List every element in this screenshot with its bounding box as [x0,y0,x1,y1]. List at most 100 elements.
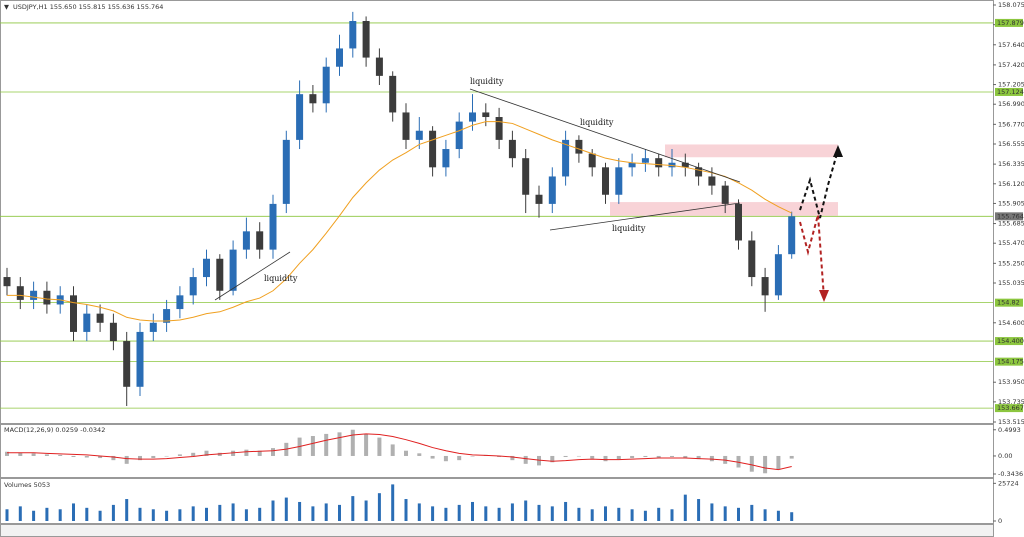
supply-zone [665,144,838,158]
volume-bar [191,506,195,521]
y-tick-label: 155.905 [998,199,1024,207]
macd-bar [590,455,595,459]
level-label-bg [995,18,1023,27]
volume-bar [737,507,740,521]
macd-bar [377,437,382,456]
macd-bar [404,450,408,456]
y-tick-label: 156.990 [998,100,1024,108]
volume-bar [670,509,674,521]
volume-bar [5,509,9,521]
macd-bar [457,455,462,461]
trendlines [214,88,741,301]
price-pane [0,0,994,424]
candle-body [229,249,237,291]
macd-bar [324,433,329,456]
candle-body [83,313,91,332]
volume-bar [377,493,381,521]
volume-bar [151,509,155,521]
candle-body [602,167,609,195]
candle-body [375,57,383,76]
macd-bar [616,455,621,460]
volume-bar [444,507,448,521]
macd-bar [98,455,103,459]
macd-bar [497,455,502,458]
volume-bar [391,484,395,521]
macd-bar [776,455,781,470]
volume-bar [45,507,49,521]
volume-bar [471,501,474,521]
macd-bar [576,455,581,457]
volume-bar [617,507,621,521]
macd-bar [709,455,714,462]
macd-bar [550,455,555,463]
candle-body [522,158,530,195]
volume-bar [111,504,115,521]
macd-bar [337,432,342,456]
macd-bar [603,455,608,462]
candle-body [721,185,729,204]
candle-body [455,121,463,150]
macd-bar [164,455,169,457]
candle-body [708,176,716,186]
candle-body [269,203,277,250]
volume-bar [431,506,435,521]
macd-bar [271,448,275,456]
level-label: 157.879 [997,19,1024,27]
candle-body [109,322,117,342]
trendline [469,88,741,183]
macd-bar [257,450,262,456]
macd-bar [470,455,475,457]
candle-body [495,117,503,140]
macd-bar [364,433,369,456]
supply-zone [610,202,838,216]
macd-bar [670,455,674,458]
menu-arrow[interactable]: ▼ [4,3,9,11]
volume-bar [364,500,368,521]
macd-bar [696,455,701,460]
level-label: 157.124 [997,88,1024,96]
macd-bar [763,455,768,474]
candle-body [176,295,184,310]
candle-body [149,322,157,332]
candle-body [615,167,623,195]
chart-title: USDJPY,H1 155.650 155.815 155.636 155.76… [13,3,163,11]
candle-body [349,21,357,49]
candle-body [136,331,144,387]
level-label: 153.667 [997,404,1024,412]
macd-bar [58,454,63,456]
macd-bar [683,455,688,459]
candle-body [628,162,636,168]
macd-bar [217,452,222,456]
macd-bar [18,452,23,456]
volume-pane [0,478,994,524]
macd-bar [231,450,236,456]
y-tick-label: 153.515 [998,418,1024,426]
candle-body [681,162,689,168]
y-tick-label: -0.3436 [998,470,1023,478]
volume-bar [178,509,182,521]
volume-bar [630,509,634,521]
volume-bar [244,509,248,521]
macd-bar [244,449,249,456]
volume-bar [790,512,794,521]
volume-bar [138,507,142,521]
candle-body [442,149,450,168]
volume-bar [32,510,36,521]
volume-bar [550,506,554,521]
y-tick-label: 156.555 [998,140,1024,148]
level-label-bg [995,404,1023,413]
level-label-bg [995,337,1023,346]
plot-layer: 158.075157.86157.640157.420157.205156.99… [0,1,1024,525]
pane-title: MACD(12,26,9) 0.0259 -0.0342 [4,426,105,434]
candle-body [336,48,343,67]
y-tick-label: 157.640 [998,41,1024,49]
y-tick-label: 156.770 [998,120,1024,128]
volume-bar [324,503,328,521]
macd-bar [430,455,435,459]
candle-body [655,158,663,168]
volume-bar [404,499,408,521]
y-tick-label: 155.035 [998,279,1024,287]
trendline [214,251,291,301]
candle-body [30,290,38,300]
